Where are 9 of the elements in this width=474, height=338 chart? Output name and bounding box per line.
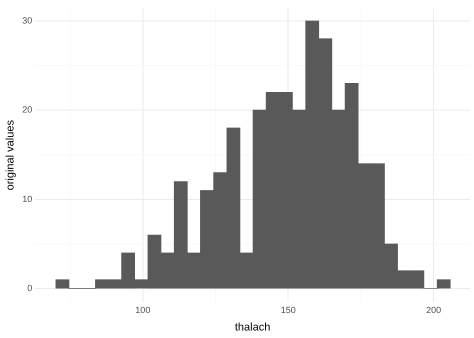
x-axis-title: thalach <box>234 321 270 334</box>
x-tick-label: 150 <box>280 304 296 315</box>
y-tick-label: 20 <box>22 104 32 115</box>
y-tick-label: 30 <box>22 15 32 26</box>
y-tick-label: 0 <box>27 283 32 294</box>
x-tick-label: 100 <box>135 304 150 315</box>
y-axis-title: original values <box>4 120 17 190</box>
x-tick-label: 200 <box>426 304 442 315</box>
y-tick-label: 10 <box>22 194 32 204</box>
